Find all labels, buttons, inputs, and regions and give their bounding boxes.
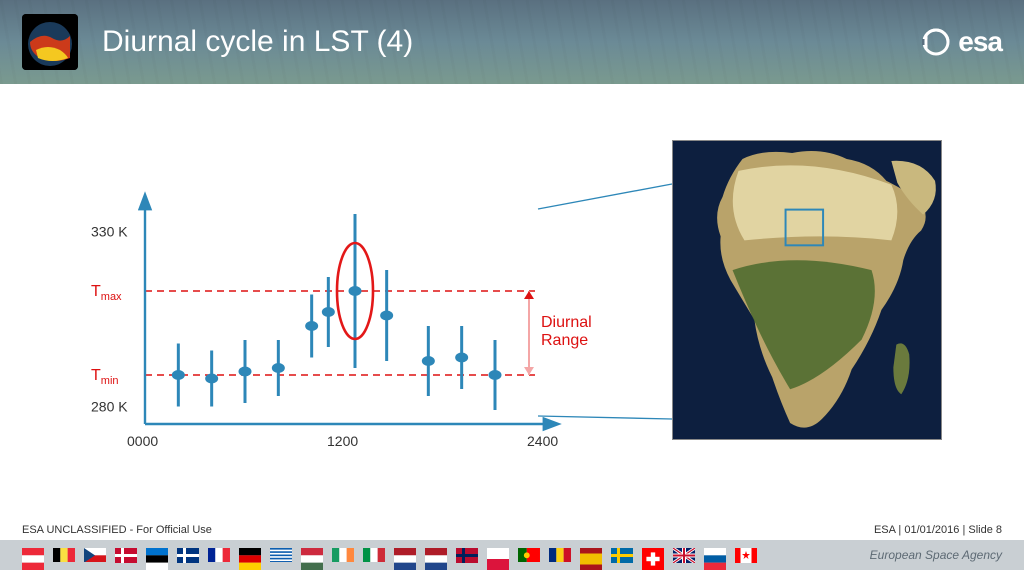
flag-icon — [611, 548, 633, 563]
flag-icon — [22, 548, 44, 563]
svg-text:2400: 2400 — [527, 433, 558, 449]
agency-name: European Space Agency — [870, 548, 1002, 562]
slide-body: 280 K 330 K 0000 1200 2400 Tmax Tmin DiurnalRan… — [0, 84, 1024, 524]
flag-icon — [642, 548, 664, 563]
svg-text:1200: 1200 — [327, 433, 358, 449]
flag-icon — [239, 548, 261, 563]
flag-icon — [115, 548, 137, 563]
flag-icon — [146, 548, 168, 563]
slide-header: Diurnal cycle in LST (4) esa — [0, 0, 1024, 84]
flag-icon — [456, 548, 478, 563]
flag-icon — [580, 548, 602, 563]
svg-text:Diurnal: Diurnal — [541, 314, 592, 331]
flag-icon — [363, 548, 385, 563]
slide-footer: ESA UNCLASSIFIED - For Official Use ESA … — [0, 524, 1024, 576]
flag-icon — [394, 548, 416, 563]
svg-text:Range: Range — [541, 332, 588, 349]
svg-text:Tmin: Tmin — [91, 367, 119, 387]
svg-text:Tmax: Tmax — [91, 283, 122, 303]
flag-icon — [487, 548, 509, 563]
flag-icon — [53, 548, 75, 563]
africa-map — [672, 140, 942, 440]
flag-icon — [673, 548, 695, 563]
esa-brand-text: esa — [958, 26, 1002, 58]
flag-icon — [301, 548, 323, 563]
flag-icon — [208, 548, 230, 563]
svg-text:0000: 0000 — [127, 433, 158, 449]
flag-icon — [84, 548, 106, 563]
diurnal-chart: 280 K330 K000012002400TmaxTminDiurnalRan… — [85, 204, 565, 454]
svg-text:280 K: 280 K — [91, 399, 128, 415]
flag-icon — [270, 548, 292, 563]
flag-icon — [549, 548, 571, 563]
classification-text: ESA UNCLASSIFIED - For Official Use — [22, 524, 212, 536]
flag-icon — [332, 548, 354, 563]
project-logo-icon — [22, 14, 78, 70]
flag-icon — [518, 548, 540, 563]
slide-title: Diurnal cycle in LST (4) — [102, 25, 413, 59]
flag-icon — [704, 548, 726, 563]
flag-icon — [735, 548, 757, 563]
svg-text:330 K: 330 K — [91, 224, 128, 240]
slide-meta: ESA | 01/01/2016 | Slide 8 — [874, 524, 1002, 536]
flag-row: European Space Agency — [0, 540, 1024, 570]
esa-logo: esa — [920, 26, 1002, 58]
flag-icon — [177, 548, 199, 563]
flag-icon — [425, 548, 447, 563]
esa-mark-icon — [920, 26, 952, 58]
